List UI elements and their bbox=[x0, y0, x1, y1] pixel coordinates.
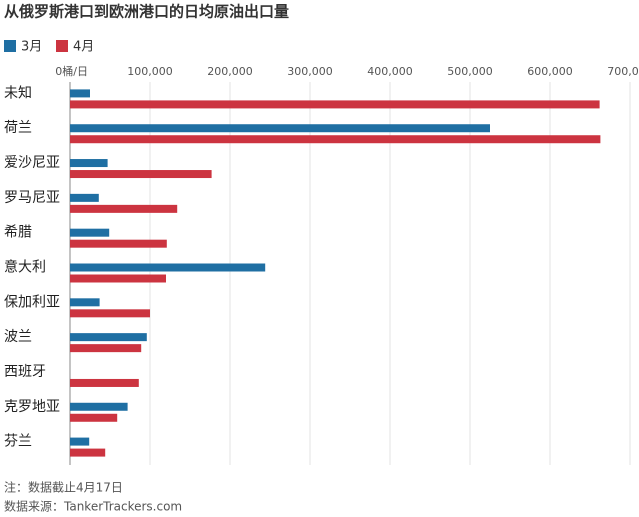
bar bbox=[70, 344, 142, 353]
y-tick-label: 西班牙 bbox=[4, 364, 46, 380]
y-tick-label: 爱沙尼亚 bbox=[4, 155, 60, 171]
legend-label: 4月 bbox=[73, 40, 94, 55]
bar bbox=[70, 378, 139, 387]
bar bbox=[70, 159, 108, 168]
x-tick-label: 0桶/日 bbox=[55, 64, 88, 78]
y-tick-label: 荷兰 bbox=[4, 120, 32, 136]
legend-swatch bbox=[56, 40, 68, 52]
x-tick-label: 100,000 bbox=[127, 65, 173, 78]
y-tick-label: 未知 bbox=[4, 84, 32, 101]
x-tick-label: 500,000 bbox=[447, 65, 493, 78]
bar bbox=[70, 333, 147, 342]
bar bbox=[70, 204, 178, 213]
bar bbox=[70, 170, 212, 179]
bar bbox=[70, 437, 90, 446]
y-tick-label: 克罗地亚 bbox=[4, 399, 60, 415]
bar bbox=[70, 263, 266, 272]
bar bbox=[70, 89, 90, 98]
bar bbox=[70, 239, 167, 248]
legend-label: 3月 bbox=[21, 40, 42, 55]
bar bbox=[70, 135, 601, 144]
legend-swatch bbox=[4, 40, 16, 52]
y-tick-label: 保加利亚 bbox=[4, 294, 60, 310]
note: 注：数据截止4月17日 bbox=[4, 480, 123, 495]
bar bbox=[70, 228, 110, 237]
bar bbox=[70, 274, 166, 283]
bar bbox=[70, 124, 490, 133]
x-tick-label: 300,000 bbox=[287, 65, 333, 78]
y-tick-label: 波兰 bbox=[4, 329, 32, 345]
chart-title: 从俄罗斯港口到欧洲港口的日均原油出口量 bbox=[4, 3, 289, 21]
bar bbox=[70, 309, 150, 318]
x-tick-label: 400,000 bbox=[367, 65, 413, 78]
bar bbox=[70, 448, 106, 457]
x-tick-label: 200,000 bbox=[207, 65, 253, 78]
bar bbox=[70, 413, 118, 422]
bar bbox=[70, 298, 100, 307]
y-tick-label: 芬兰 bbox=[4, 434, 32, 450]
bar bbox=[70, 193, 99, 202]
y-tick-label: 希腊 bbox=[4, 225, 32, 241]
x-tick-label: 700,000 bbox=[607, 65, 639, 78]
x-tick-label: 600,000 bbox=[527, 65, 573, 78]
source: 数据来源：TankerTrackers.com bbox=[4, 499, 182, 514]
bar bbox=[70, 100, 600, 109]
y-tick-label: 罗马尼亚 bbox=[4, 190, 60, 206]
bar bbox=[70, 402, 128, 411]
y-tick-label: 意大利 bbox=[4, 259, 46, 276]
